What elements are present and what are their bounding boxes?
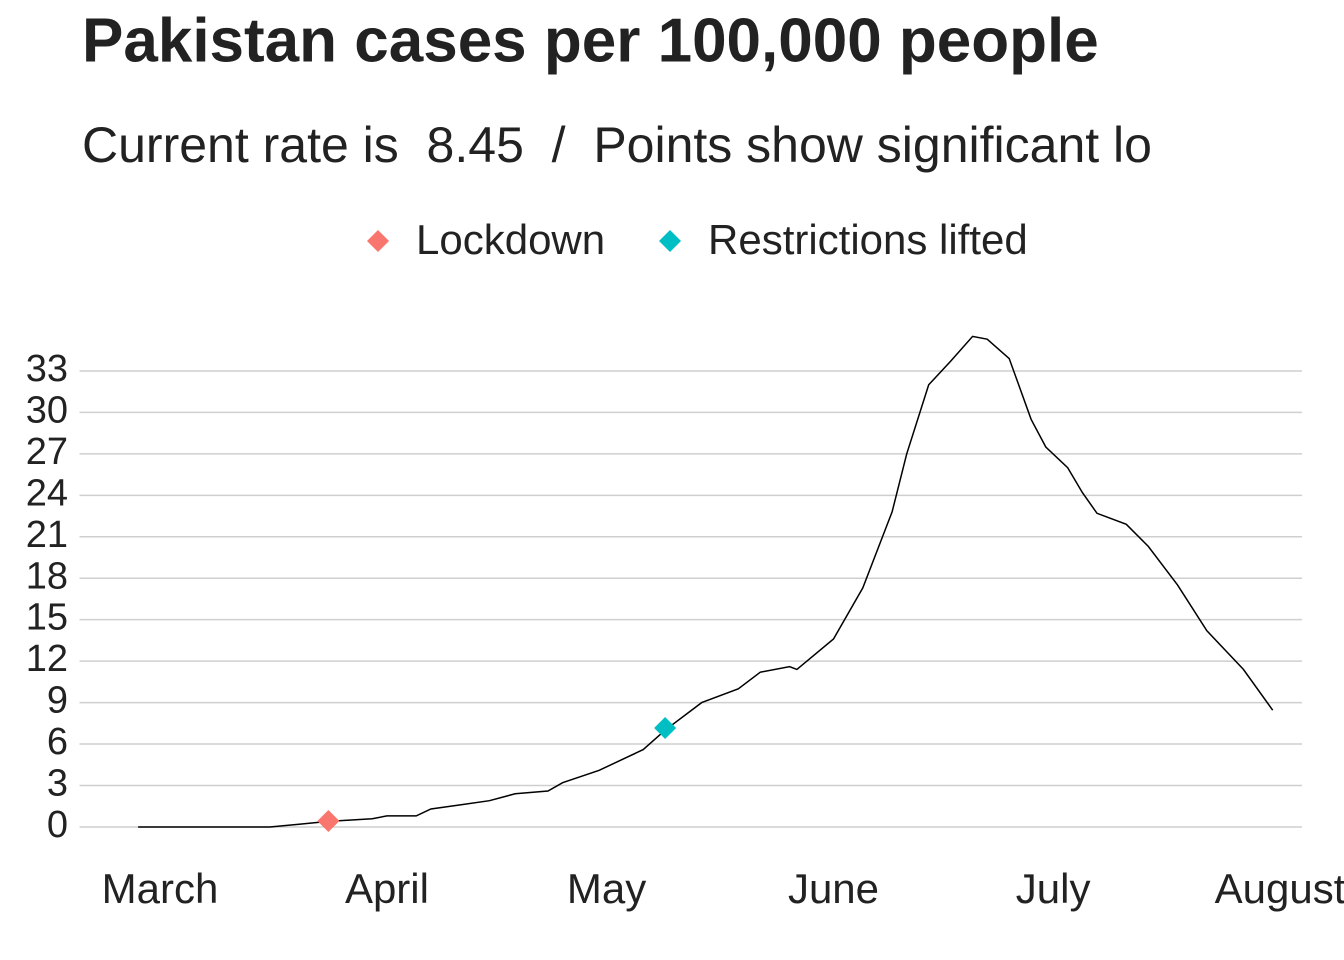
x-tick-label: April: [345, 865, 429, 912]
y-tick-label: 0: [47, 804, 68, 846]
y-tick-label: 24: [26, 472, 68, 514]
y-tick-label: 27: [26, 431, 68, 473]
y-tick-label: 6: [47, 721, 68, 763]
y-tick-label: 9: [47, 680, 68, 722]
legend-key: [367, 230, 389, 252]
y-tick-label: 12: [26, 638, 68, 680]
x-tick-label: July: [1016, 865, 1091, 912]
y-tick-label: 21: [26, 514, 68, 556]
legend-key: [659, 230, 681, 252]
x-tick-label: August: [1215, 865, 1344, 912]
y-tick-label: 33: [26, 348, 68, 390]
chart-title: Pakistan cases per 100,000 people: [82, 6, 1099, 75]
x-tick-label: March: [102, 865, 219, 912]
y-tick-label: 18: [26, 555, 68, 597]
x-tick-label: May: [567, 865, 646, 912]
chart-subtitle: Current rate is 8.45 / Points show signi…: [82, 117, 1152, 173]
legend-label: Restrictions lifted: [708, 216, 1028, 263]
data-line: [138, 335, 1274, 828]
y-tick-label: 30: [26, 389, 68, 431]
y-tick-label: 3: [47, 763, 68, 805]
y-tick-label: 15: [26, 597, 68, 639]
event-point: [317, 810, 340, 833]
x-tick-label: June: [788, 865, 879, 912]
legend-label: Lockdown: [416, 216, 605, 263]
event-point: [654, 717, 677, 740]
